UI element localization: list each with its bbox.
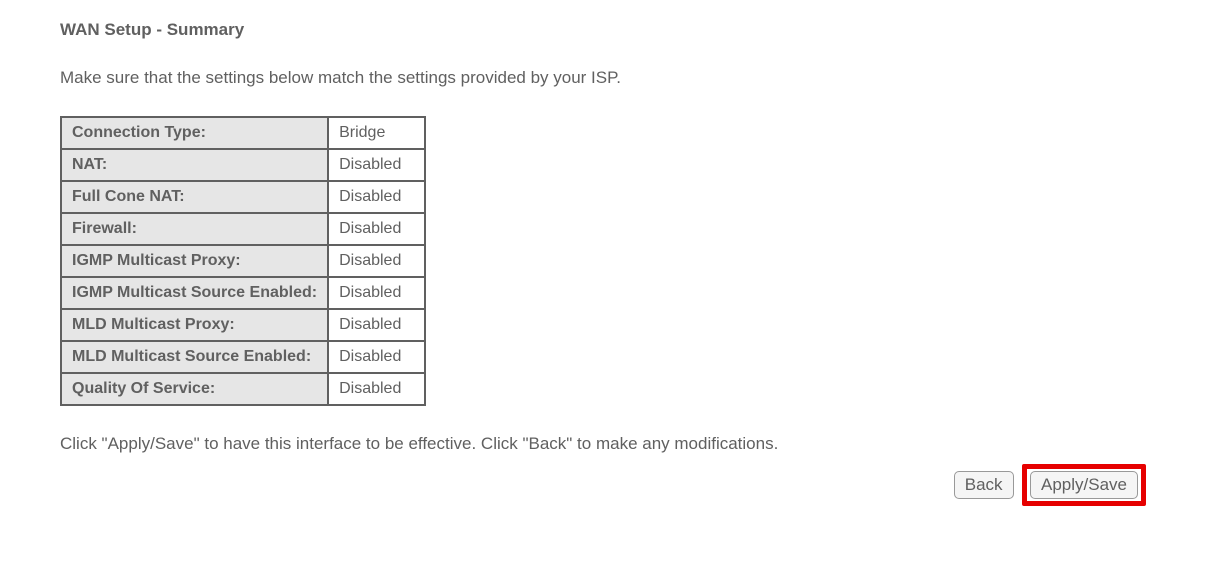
footer-text: Click "Apply/Save" to have this interfac…	[60, 434, 1166, 454]
table-row: Quality Of Service: Disabled	[61, 373, 425, 405]
instruction-text: Make sure that the settings below match …	[60, 68, 1166, 88]
row-label: MLD Multicast Proxy:	[61, 309, 328, 341]
row-label: Firewall:	[61, 213, 328, 245]
highlight-box: Apply/Save	[1022, 464, 1146, 506]
row-label: MLD Multicast Source Enabled:	[61, 341, 328, 373]
row-value: Disabled	[328, 309, 425, 341]
summary-table: Connection Type: Bridge NAT: Disabled Fu…	[60, 116, 426, 406]
table-row: MLD Multicast Source Enabled: Disabled	[61, 341, 425, 373]
row-label: Full Cone NAT:	[61, 181, 328, 213]
row-value: Disabled	[328, 373, 425, 405]
table-row: Full Cone NAT: Disabled	[61, 181, 425, 213]
page-title: WAN Setup - Summary	[60, 20, 1166, 40]
row-label: IGMP Multicast Source Enabled:	[61, 277, 328, 309]
apply-save-button[interactable]: Apply/Save	[1030, 471, 1138, 499]
table-row: Firewall: Disabled	[61, 213, 425, 245]
row-value: Disabled	[328, 213, 425, 245]
row-value: Bridge	[328, 117, 425, 149]
row-value: Disabled	[328, 149, 425, 181]
table-row: MLD Multicast Proxy: Disabled	[61, 309, 425, 341]
row-label: NAT:	[61, 149, 328, 181]
button-row: Back Apply/Save	[60, 464, 1166, 506]
row-value: Disabled	[328, 277, 425, 309]
row-value: Disabled	[328, 245, 425, 277]
table-row: NAT: Disabled	[61, 149, 425, 181]
table-row: Connection Type: Bridge	[61, 117, 425, 149]
row-label: Quality Of Service:	[61, 373, 328, 405]
row-value: Disabled	[328, 181, 425, 213]
table-row: IGMP Multicast Source Enabled: Disabled	[61, 277, 425, 309]
table-row: IGMP Multicast Proxy: Disabled	[61, 245, 425, 277]
row-label: Connection Type:	[61, 117, 328, 149]
back-button[interactable]: Back	[954, 471, 1014, 499]
row-label: IGMP Multicast Proxy:	[61, 245, 328, 277]
row-value: Disabled	[328, 341, 425, 373]
